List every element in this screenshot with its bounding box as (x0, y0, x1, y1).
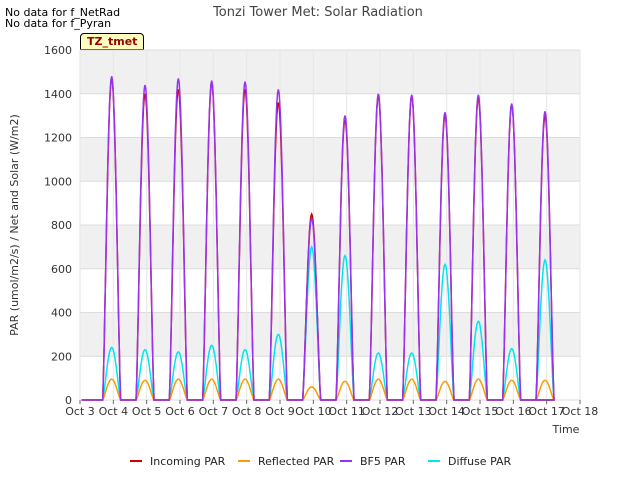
y-band (80, 312, 580, 357)
y-tick-label: 800 (51, 219, 72, 232)
x-tick-label: Oct 13 (395, 405, 432, 418)
x-tick-label: Oct 16 (495, 405, 532, 418)
x-tick-label: Oct 8 (232, 405, 262, 418)
x-axis-label: Time (552, 423, 580, 436)
x-tick-label: Oct 11 (328, 405, 365, 418)
no-data-note-pyran: No data for f_Pyran (5, 17, 112, 30)
x-tick-label: Oct 9 (265, 405, 295, 418)
x-tick-label: Oct 5 (132, 405, 162, 418)
x-tick-label: Oct 15 (462, 405, 499, 418)
y-tick-label: 1600 (44, 44, 72, 57)
y-band (80, 225, 580, 269)
series-line-bf5-par (81, 76, 555, 401)
x-tick-label: Oct 6 (165, 405, 195, 418)
x-tick-label: Oct 17 (528, 405, 565, 418)
y-tick-label: 1200 (44, 132, 72, 145)
y-band (80, 137, 580, 182)
chart-title: Tonzi Tower Met: Solar Radiation (212, 5, 423, 20)
x-tick-label: Oct 12 (362, 405, 399, 418)
legend: Incoming PAR Reflected PAR BF5 PAR Diffuse … (130, 455, 512, 468)
y-tick-label: 200 (51, 350, 72, 363)
x-tick-label: Oct 4 (99, 405, 129, 418)
x-tick-label: Oct 14 (428, 405, 465, 418)
legend-label: Diffuse PAR (448, 455, 512, 468)
y-tick-label: 1400 (44, 88, 72, 101)
y-tick-label: 400 (51, 307, 72, 320)
x-tick-label: Oct 10 (295, 405, 332, 418)
y-tick-label: 600 (51, 263, 72, 276)
legend-label: Incoming PAR (150, 455, 226, 468)
y-band (80, 50, 580, 94)
x-tick-label: Oct 18 (562, 405, 599, 418)
site-badge: TZ_tmet (80, 33, 145, 50)
no-data-note-netrad: No data for f_NetRad (5, 6, 121, 19)
y-tick-label: 1000 (44, 175, 72, 188)
x-tick-label: Oct 3 (65, 405, 95, 418)
y-axis-label: PAR (umol/m2/s) / Net and Solar (W/m2) (8, 114, 21, 336)
y-tick-label: 0 (65, 394, 72, 407)
legend-label: Reflected PAR (258, 455, 335, 468)
x-tick-label: Oct 7 (199, 405, 229, 418)
legend-label: BF5 PAR (360, 455, 406, 468)
